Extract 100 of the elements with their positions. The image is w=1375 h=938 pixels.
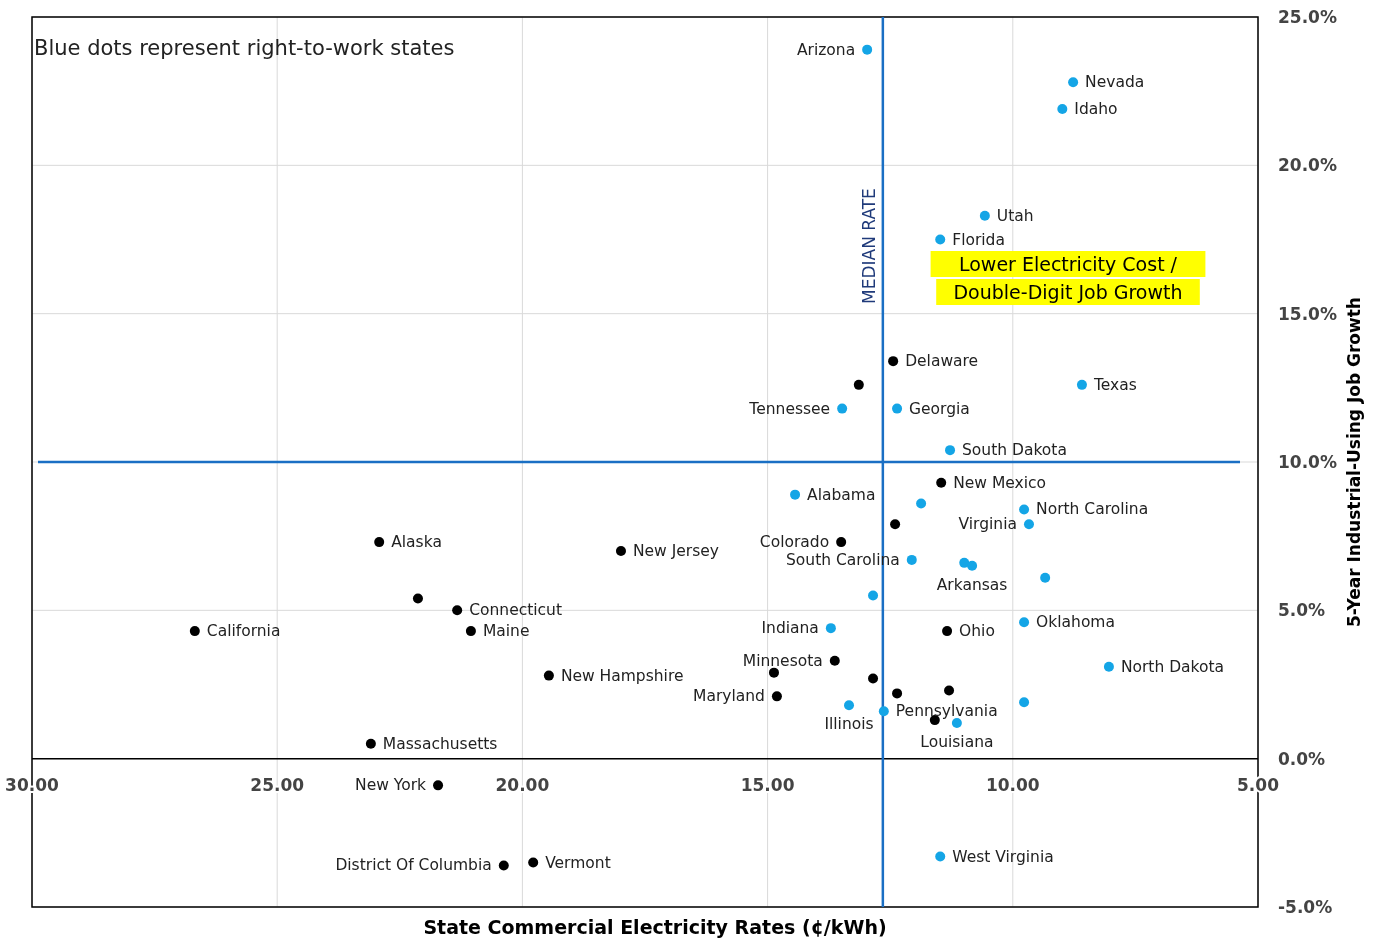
point (412, 593, 423, 604)
point (1068, 77, 1079, 88)
point (1057, 103, 1068, 114)
point (771, 691, 782, 702)
annotation: South Dakota (962, 441, 1067, 460)
point (979, 210, 990, 221)
point (853, 379, 864, 390)
annotation: New Jersey (632, 542, 719, 560)
point (916, 498, 927, 509)
y-tick-label: 25.0% (1278, 7, 1337, 27)
y-tick-label: 15.0% (1278, 303, 1337, 324)
point (836, 537, 847, 548)
y-tick-label: 0.0% (1278, 748, 1326, 769)
annotation: North Carolina (1036, 500, 1149, 519)
point (959, 557, 970, 568)
annotation: Virginia (958, 515, 1017, 534)
annotation: Alaska (391, 533, 442, 552)
point (936, 477, 947, 488)
ref-line-label: MEDIAN RATE (858, 188, 879, 304)
y-tick-label: 20.0% (1278, 155, 1337, 176)
annotation: Colorado (759, 533, 830, 552)
annotation: Georgia (909, 399, 970, 418)
point (935, 234, 946, 245)
annotation: Lower Electricity Cost / Double-Digit Job Growth (953, 253, 1183, 303)
annotation: Nevada (1085, 73, 1145, 92)
point (890, 519, 901, 530)
annotation: Maine (482, 622, 530, 641)
y-tick-label: 5.0% (1278, 600, 1326, 621)
x-axis-title: State Commercial Electricity Rates (¢/kWh) (423, 916, 887, 938)
annotation: Arizona (796, 40, 856, 59)
point (1040, 572, 1051, 583)
point (967, 560, 978, 571)
annotation: Utah (996, 206, 1034, 225)
annotation: California (206, 622, 281, 641)
annotation: West Virginia (952, 847, 1054, 866)
point (498, 860, 509, 871)
point (888, 356, 899, 367)
annotation: North Dakota (1120, 657, 1225, 676)
point (365, 738, 376, 749)
point (768, 667, 779, 678)
x-tick-label: 10.00 (985, 774, 1040, 795)
annotation: Idaho (1074, 99, 1118, 118)
point (1019, 697, 1030, 708)
annotation: Connecticut (469, 601, 562, 620)
annotation: Massachusetts (382, 734, 498, 753)
point (1076, 379, 1087, 390)
point (945, 445, 956, 456)
x-tick-label: 25.00 (250, 774, 305, 795)
point (906, 554, 917, 565)
point (374, 537, 385, 548)
annotation: Indiana (761, 619, 819, 638)
point (862, 44, 873, 55)
annotation: Vermont (545, 853, 611, 872)
point (1019, 504, 1030, 515)
point (1019, 617, 1030, 628)
point (868, 590, 879, 601)
point (878, 706, 889, 717)
y-axis-title: 5-Year Industrial-Using Job Growth (1344, 297, 1364, 627)
y-tick-label: 10.0% (1278, 452, 1337, 472)
point (433, 780, 444, 791)
annotation: Ohio (959, 622, 995, 641)
point (837, 403, 848, 414)
x-tick-label: 15.00 (740, 774, 795, 795)
point (615, 546, 626, 556)
point (829, 655, 840, 666)
annotation: New Hampshire (560, 666, 684, 685)
annotation: Alabama (807, 485, 876, 504)
annotation: Tennessee (748, 399, 831, 418)
point (935, 851, 946, 862)
point (528, 857, 539, 868)
annotation: Maryland (693, 687, 765, 706)
point (944, 685, 955, 696)
annotation: Oklahoma (1036, 613, 1115, 632)
point (452, 605, 463, 616)
point (790, 489, 801, 500)
annotation: Minnesota (742, 651, 823, 670)
annotation: Texas (1092, 375, 1137, 394)
point (868, 673, 879, 684)
point (951, 718, 962, 729)
x-tick-label: 20.00 (495, 774, 550, 795)
annotation: Arkansas (936, 575, 1008, 594)
point (465, 626, 476, 637)
point (892, 688, 903, 699)
annotation: Illinois (824, 715, 874, 734)
point (942, 626, 953, 637)
annotation: Delaware (905, 352, 979, 371)
annotation: Blue dots represent right-to-work states (34, 36, 455, 60)
point (543, 670, 554, 681)
point (1103, 661, 1114, 672)
annotation: New Mexico (953, 473, 1047, 492)
annotation: New York (355, 776, 427, 795)
point (1023, 519, 1034, 530)
point (844, 700, 855, 711)
annotation: Louisiana (920, 733, 994, 752)
annotation: Florida (952, 230, 1005, 249)
point (825, 623, 836, 634)
annotation: Pennsylvania (895, 702, 998, 721)
annotation: District Of Columbia (335, 856, 492, 875)
point (189, 626, 200, 637)
y-tick-label: -5.0% (1278, 897, 1333, 917)
